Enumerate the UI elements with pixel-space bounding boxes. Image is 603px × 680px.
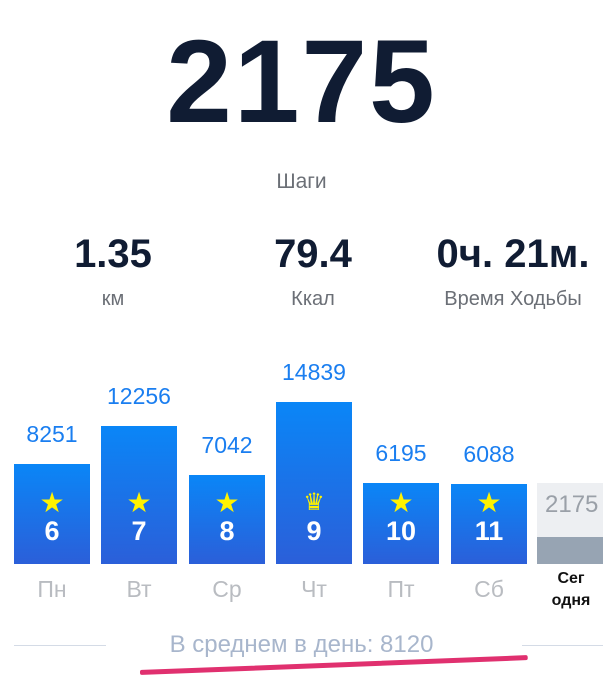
day-bar[interactable] <box>101 426 177 564</box>
bar-value-label: 7042 <box>201 432 253 459</box>
stat-value: 0ч. 21м. <box>436 232 590 276</box>
star-icon: ★ <box>214 487 240 518</box>
day-bar[interactable] <box>276 401 352 564</box>
today-day-label-line: Сег <box>557 570 585 587</box>
bar-date: 6 <box>44 516 60 546</box>
today-day-label: Сег одня <box>536 568 603 612</box>
today-bar[interactable]: 2175 <box>537 483 603 564</box>
bar-value-label: 6088 <box>463 441 515 468</box>
star-icon: ★ <box>39 487 65 518</box>
day-label: Чт <box>301 576 327 602</box>
star-icon: ★ <box>126 487 152 518</box>
bar-date: 9 <box>306 516 322 546</box>
day-label: Пн <box>37 576 67 602</box>
star-icon: ★ <box>476 487 502 518</box>
bar-value-label: 6195 <box>375 440 427 467</box>
steps-label: Шаги <box>276 170 327 193</box>
day-bar[interactable] <box>363 483 439 564</box>
bar-date: 10 <box>385 516 417 546</box>
today-day-label-line: одня <box>551 592 591 609</box>
day-bar[interactable] <box>14 463 90 564</box>
stat-label: Время Ходьбы <box>444 288 582 310</box>
day-label: Сб <box>474 576 504 602</box>
steps-count: 2175 <box>166 16 437 148</box>
star-icon: ★ <box>388 487 414 518</box>
stat-value: 1.35 <box>74 232 152 276</box>
stat-label: Ккал <box>291 288 335 310</box>
bar-date: 7 <box>131 516 147 546</box>
divider-right <box>522 645 603 646</box>
stat-label: км <box>101 288 125 310</box>
bar-value-label: 8251 <box>26 420 78 447</box>
today-steps: 2175 <box>545 491 599 518</box>
day-bar[interactable] <box>189 475 265 564</box>
stat-calories: 79.4 Ккал <box>213 230 413 311</box>
daily-average: В среднем в день: 8120 <box>169 631 434 658</box>
day-label: Ср <box>212 576 242 602</box>
stat-value: 79.4 <box>274 232 352 276</box>
crown-icon: ♛ <box>303 489 325 516</box>
bar-value-label: 12256 <box>107 383 171 410</box>
bar-value-label: 14839 <box>282 358 346 385</box>
day-label: Вт <box>126 576 152 602</box>
stat-distance: 1.35 км <box>13 230 213 311</box>
day-bar[interactable] <box>451 484 527 564</box>
day-label: Пт <box>387 576 415 602</box>
bar-date: 11 <box>474 516 504 546</box>
bar-date: 8 <box>219 516 235 546</box>
stat-walk-time: 0ч. 21м. Время Ходьбы <box>413 230 603 311</box>
divider-left <box>14 645 106 646</box>
today-bar-fill <box>537 537 603 564</box>
